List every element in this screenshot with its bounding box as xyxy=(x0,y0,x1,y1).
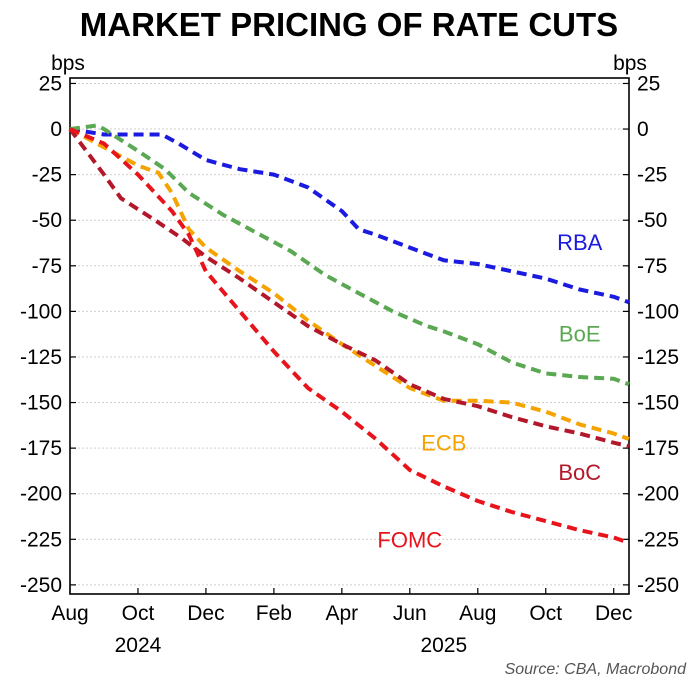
x-tick-label: Dec xyxy=(595,602,632,625)
y-tick-label-left: -250 xyxy=(20,574,62,597)
plot-frame xyxy=(69,77,630,595)
y-tick-label-left: -200 xyxy=(20,483,62,506)
series-label-fomc: FOMC xyxy=(377,527,442,552)
series-line-fomc xyxy=(69,127,630,545)
y-tick-label-right: -150 xyxy=(637,392,679,415)
y-tick-label-right: -200 xyxy=(637,483,679,506)
x-tick-label: Aug xyxy=(459,602,496,625)
x-tick-label: Apr xyxy=(326,602,359,625)
series-label-boe: BoE xyxy=(559,321,601,346)
y-tick-label-right: -175 xyxy=(637,437,679,460)
y-tick-label-left: -100 xyxy=(20,300,62,323)
series-line-rba xyxy=(69,127,630,305)
x-axis-ticks: Aug Oct Dec Feb Apr Jun Aug Oct Dec 2024 2025 xyxy=(51,588,632,657)
y-tick-label-right: -100 xyxy=(637,300,679,323)
x-tick-label: Dec xyxy=(187,602,224,625)
x-tick-label: Jun xyxy=(393,602,427,625)
y-axis-ticks: 25 25 0 0 -25 -25 -50 -50 -75 -75 -100 -100 -125 -125… xyxy=(20,72,679,596)
y-tick-label-left: -50 xyxy=(32,209,62,232)
x-tick-label: Oct xyxy=(529,602,562,625)
y-tick-label-right: -75 xyxy=(637,255,667,278)
y-tick-label-left: 0 xyxy=(50,118,62,141)
y-tick-label-left: -25 xyxy=(32,164,62,187)
y-tick-label-left: -75 xyxy=(32,255,62,278)
y-tick-label-right: 25 xyxy=(637,72,660,95)
series-label-rba: RBA xyxy=(557,230,603,255)
y-tick-label-right: -250 xyxy=(637,574,679,597)
series-labels: RBA BoE ECB BoC FOMC xyxy=(377,230,602,552)
y-tick-label-right: -50 xyxy=(637,209,667,232)
left-axis-unit: bps xyxy=(51,52,85,75)
chart-title: MARKET PRICING OF RATE CUTS xyxy=(80,6,618,43)
x-tick-label: Feb xyxy=(256,602,292,625)
series-label-ecb: ECB xyxy=(421,431,466,456)
y-tick-label-right: -225 xyxy=(637,528,679,551)
y-tick-label-left: -125 xyxy=(20,346,62,369)
series-lines xyxy=(68,123,630,545)
year-label: 2025 xyxy=(420,634,467,657)
year-label: 2024 xyxy=(115,634,162,657)
right-axis-unit: bps xyxy=(613,52,647,75)
series-label-boc: BoC xyxy=(558,460,601,485)
x-tick-label: Aug xyxy=(51,602,88,625)
y-tick-label-left: -150 xyxy=(20,392,62,415)
series-line-ecb xyxy=(69,127,630,441)
y-tick-label-left: -175 xyxy=(20,437,62,460)
y-tick-label-right: -25 xyxy=(637,164,667,187)
y-tick-label-left: -225 xyxy=(20,528,62,551)
y-tick-label-right: 0 xyxy=(637,118,649,141)
series-line-boe xyxy=(69,123,630,387)
y-tick-label-left: 25 xyxy=(39,72,62,95)
x-tick-label: Oct xyxy=(122,602,155,625)
y-tick-label-right: -125 xyxy=(637,346,679,369)
gridlines xyxy=(70,82,629,586)
source-note: Source: CBA, Macrobond xyxy=(505,661,688,678)
